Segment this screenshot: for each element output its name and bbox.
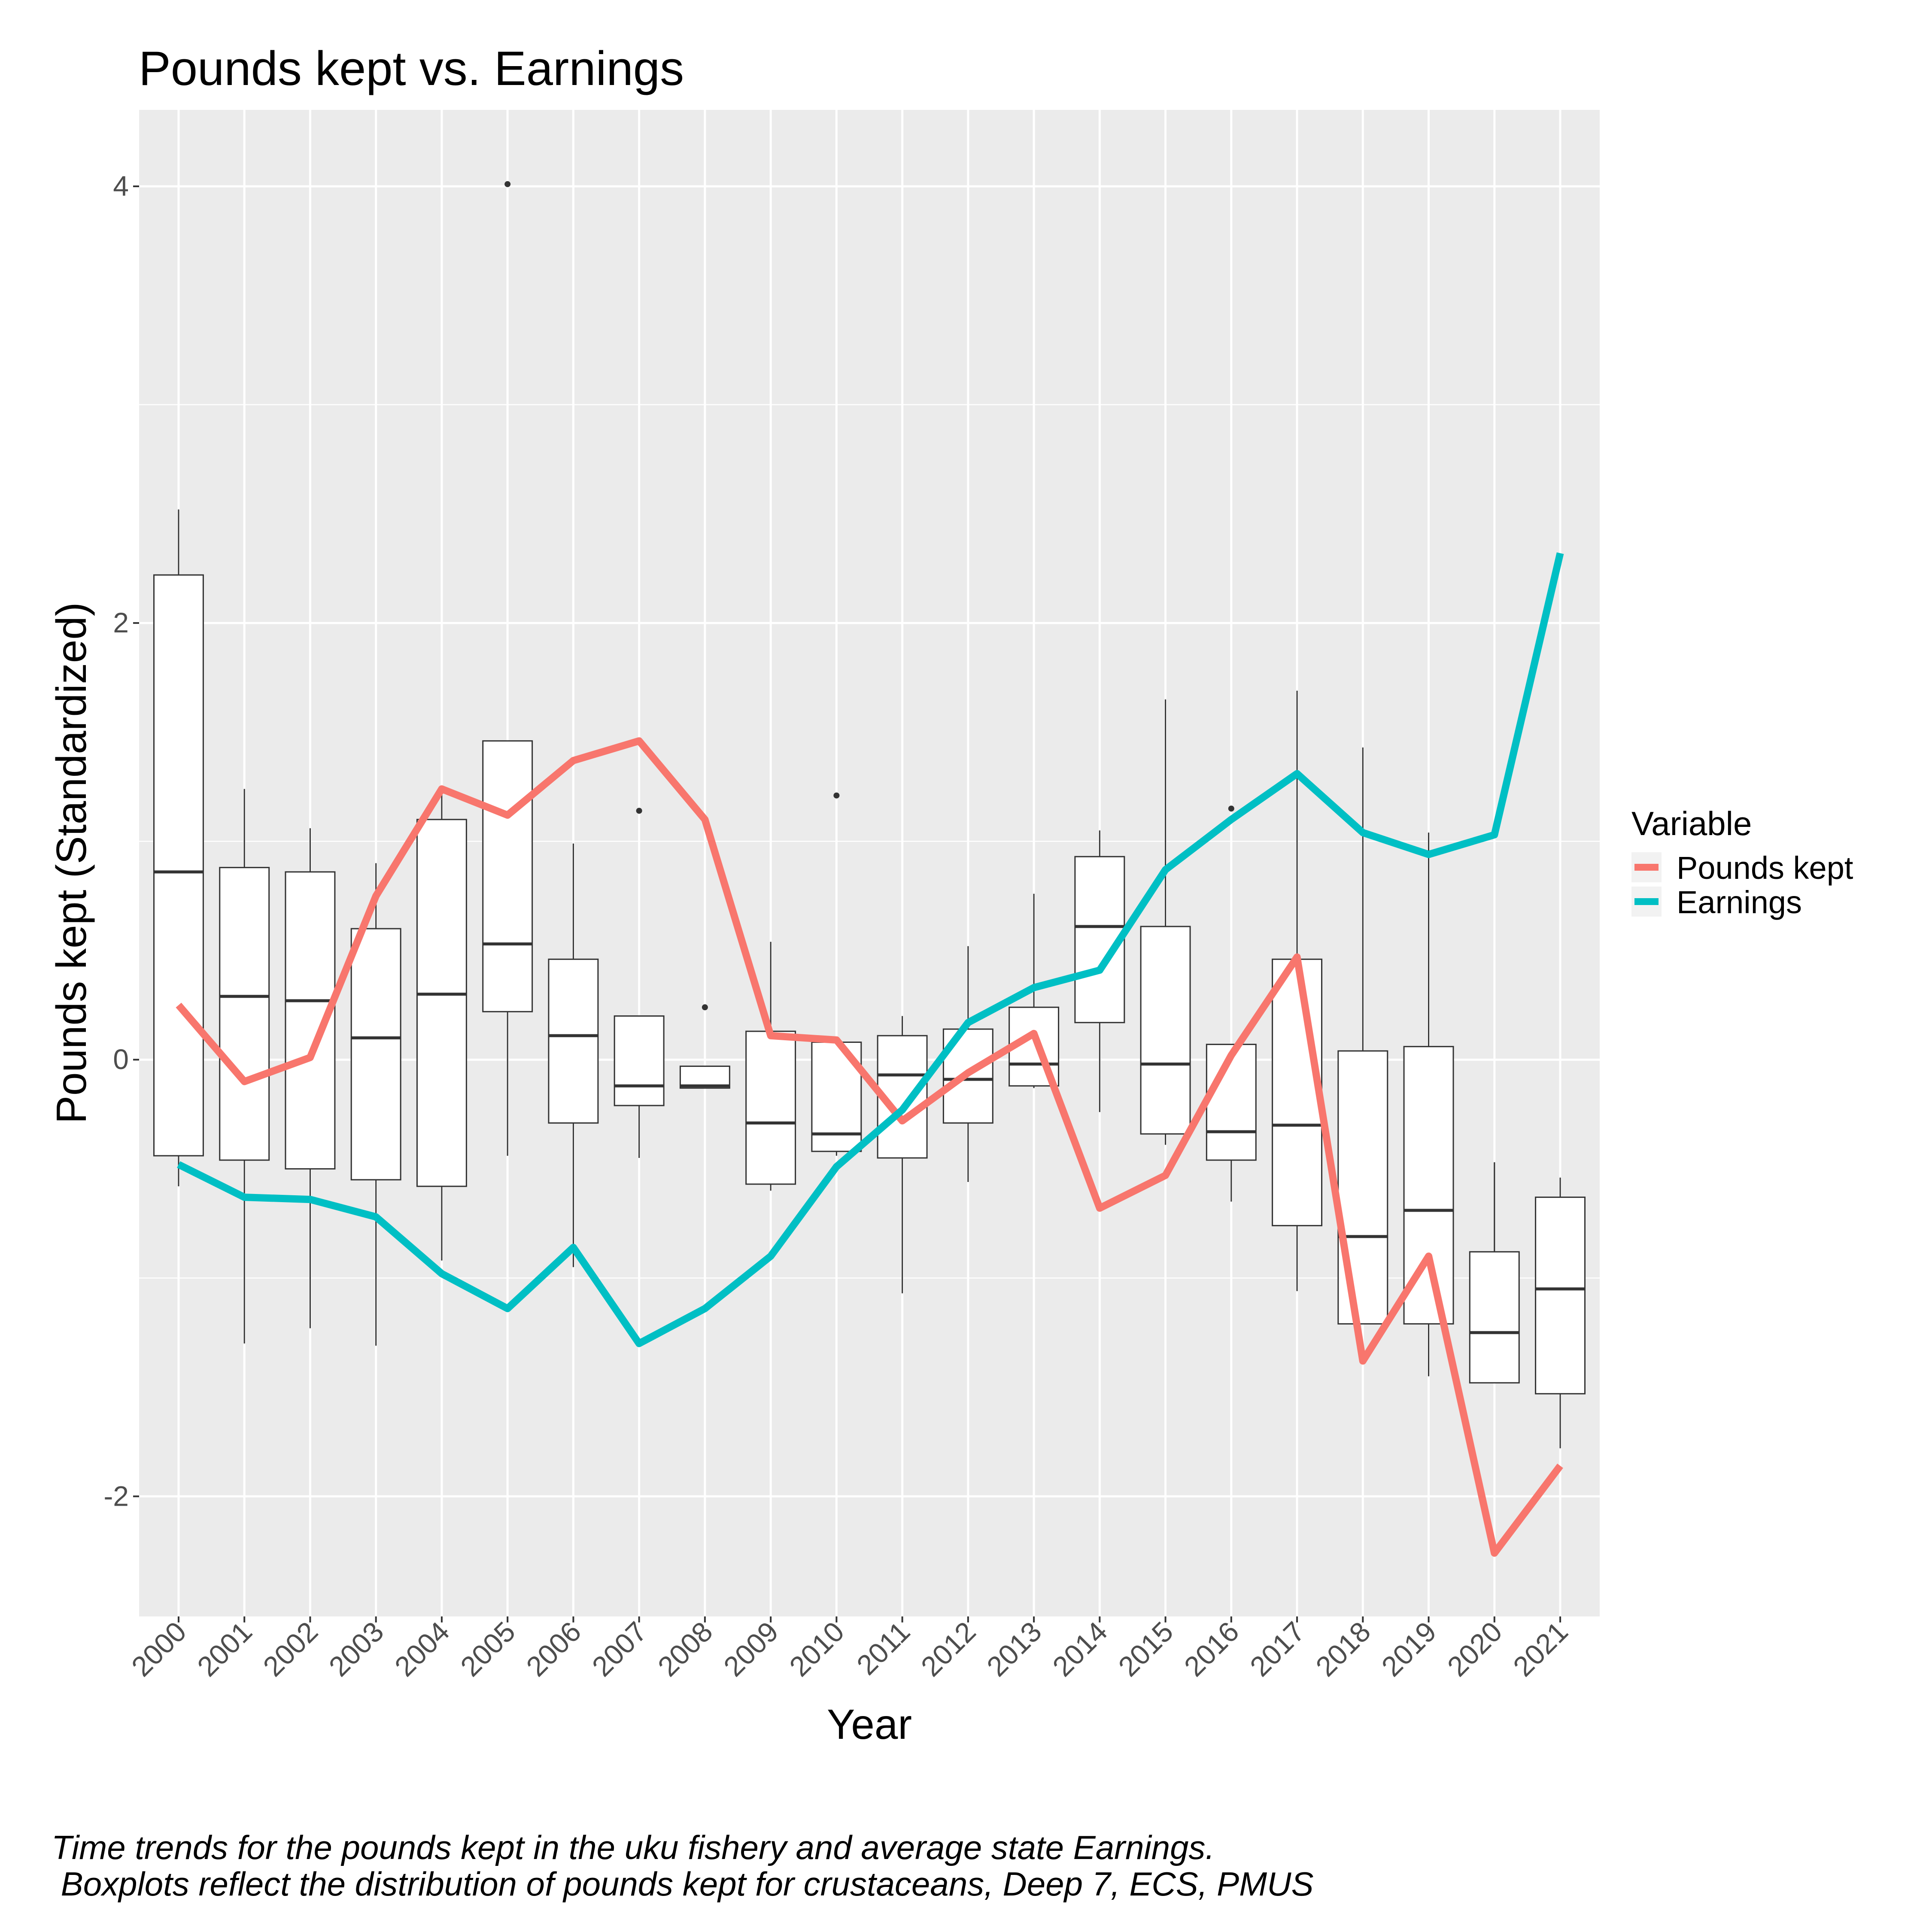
box (416, 819, 467, 1187)
x-tick-label: 2007 (586, 1616, 653, 1683)
x-tick-label: 2017 (1244, 1616, 1311, 1683)
box (1140, 926, 1191, 1135)
chart-title: Pounds kept vs. Earnings (139, 42, 684, 95)
x-tick-label: 2013 (981, 1616, 1048, 1683)
box (1535, 1197, 1586, 1394)
box (1206, 1044, 1257, 1161)
legend-title: Variable (1631, 805, 1752, 842)
box (1272, 958, 1323, 1227)
x-tick-label: 2021 (1507, 1616, 1574, 1683)
caption-line-2: Boxplots reflect the distribution of pou… (52, 1865, 1313, 1903)
x-tick-label: 2019 (1375, 1616, 1442, 1683)
y-axis: 4 2 0 -2 (103, 170, 139, 1512)
x-tick-label: 2006 (520, 1616, 587, 1683)
x-tick-label: 2012 (915, 1616, 982, 1683)
y-tick-label: 4 (113, 170, 129, 202)
caption-line-1: Time trends for the pounds kept in the u… (52, 1829, 1215, 1866)
y-tick-label: 2 (113, 607, 129, 638)
x-tick-label: 2015 (1112, 1616, 1179, 1683)
x-tick-label: 2010 (783, 1616, 850, 1683)
x-tick-label: 2014 (1046, 1616, 1113, 1683)
x-tick-label: 2004 (389, 1616, 456, 1683)
box (350, 928, 401, 1181)
x-tick-label: 2002 (257, 1616, 324, 1683)
box (1469, 1251, 1520, 1384)
box-outlier (702, 1004, 708, 1011)
x-tick-label: 2005 (454, 1616, 521, 1683)
y-axis-label: Pounds kept (Standardized) (48, 602, 95, 1124)
x-axis-label: Year (827, 1701, 912, 1748)
x-axis: 2000200120022003200420052006200720082009… (125, 1616, 1574, 1683)
x-tick-label: 2008 (652, 1616, 719, 1683)
legend-label-earnings: Earnings (1677, 884, 1802, 920)
box (614, 1015, 665, 1106)
legend-label-pounds-kept: Pounds kept (1677, 850, 1853, 886)
x-tick-label: 2000 (125, 1616, 192, 1683)
box (219, 867, 270, 1161)
box-outlier (833, 792, 840, 799)
series-line-pounds-kept (176, 737, 1563, 1557)
series-line-earnings (177, 552, 1564, 1347)
box (1337, 1050, 1388, 1325)
x-tick-label: 2001 (191, 1616, 258, 1683)
box (153, 574, 204, 1157)
x-tick-label: 2003 (322, 1616, 389, 1683)
plot-panel (139, 110, 1600, 1616)
x-tick-label: 2009 (717, 1616, 784, 1683)
x-tick-label: 2011 (851, 1616, 916, 1681)
box-outlier (1228, 805, 1234, 812)
series-lines (176, 552, 1564, 1557)
box-outlier (504, 181, 511, 187)
x-tick-label: 2016 (1178, 1616, 1245, 1683)
x-tick-label: 2020 (1441, 1616, 1508, 1683)
legend: Variable Pounds kept Earnings (1631, 805, 1853, 920)
x-tick-label: 2018 (1309, 1616, 1376, 1683)
y-tick-label: -2 (103, 1480, 129, 1512)
box (745, 1030, 796, 1185)
box (482, 740, 533, 1012)
box-outlier (636, 808, 642, 814)
box (548, 958, 599, 1124)
y-tick-label: 0 (113, 1043, 129, 1075)
